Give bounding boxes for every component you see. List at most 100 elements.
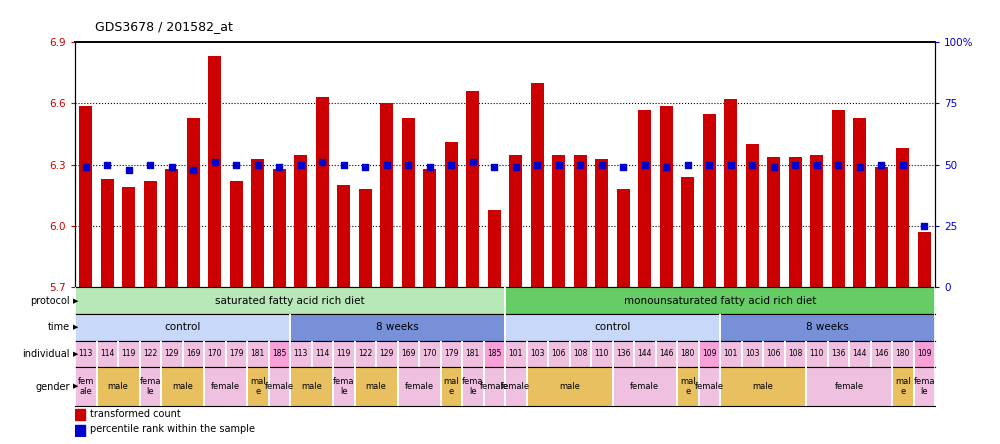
Bar	[122, 187, 135, 287]
Bar	[789, 157, 802, 287]
Bar	[509, 155, 522, 287]
Bar	[75, 314, 290, 341]
Point	[164, 164, 180, 171]
Bar	[140, 367, 161, 406]
Text: 114: 114	[100, 349, 114, 358]
Bar	[505, 367, 526, 406]
Bar	[140, 341, 161, 367]
Text: 170: 170	[208, 349, 222, 358]
Text: female: female	[480, 382, 509, 391]
Bar	[118, 341, 140, 367]
Text: fem
ale: fem ale	[78, 377, 94, 396]
Point	[680, 161, 696, 168]
Bar	[853, 118, 866, 287]
Point	[658, 164, 674, 171]
Text: female: female	[501, 382, 530, 391]
Bar	[612, 341, 634, 367]
Text: male: male	[172, 382, 193, 391]
Bar	[660, 106, 673, 287]
Bar	[806, 341, 828, 367]
Bar	[247, 341, 268, 367]
Bar	[505, 341, 526, 367]
Bar	[505, 314, 720, 341]
Text: male: male	[108, 382, 128, 391]
Bar	[918, 232, 931, 287]
Text: ▶: ▶	[73, 324, 78, 330]
Bar	[548, 341, 570, 367]
Text: 179: 179	[444, 349, 458, 358]
Text: male: male	[366, 382, 386, 391]
Text: 122: 122	[143, 349, 157, 358]
Bar	[182, 341, 204, 367]
Bar	[784, 341, 806, 367]
Bar	[247, 367, 268, 406]
Bar	[703, 114, 716, 287]
Bar	[268, 367, 290, 406]
Bar	[832, 110, 845, 287]
Text: 103: 103	[530, 349, 544, 358]
Bar	[333, 341, 354, 367]
Bar	[337, 185, 350, 287]
Point	[99, 161, 115, 168]
Point	[357, 164, 373, 171]
Bar	[484, 341, 505, 367]
Text: female: female	[404, 382, 434, 391]
Point	[185, 166, 201, 173]
Point	[529, 161, 545, 168]
Bar	[226, 341, 247, 367]
Bar	[462, 341, 484, 367]
Text: fema
le: fema le	[914, 377, 935, 396]
Text: 185: 185	[487, 349, 501, 358]
Text: control: control	[594, 322, 631, 333]
Text: 146: 146	[874, 349, 889, 358]
Bar	[268, 341, 290, 367]
Text: 106: 106	[552, 349, 566, 358]
Point	[336, 161, 352, 168]
Text: 108: 108	[573, 349, 587, 358]
Text: 113: 113	[294, 349, 308, 358]
Text: 109: 109	[702, 349, 716, 358]
Bar	[806, 367, 892, 406]
Point	[465, 159, 481, 166]
Bar	[398, 341, 419, 367]
Bar	[720, 367, 806, 406]
Text: 180: 180	[681, 349, 695, 358]
Point	[551, 161, 567, 168]
Text: 114: 114	[315, 349, 329, 358]
Text: control: control	[164, 322, 201, 333]
Point	[228, 161, 244, 168]
Point	[379, 161, 395, 168]
Bar	[204, 367, 247, 406]
Bar	[79, 106, 92, 287]
Bar	[423, 169, 436, 287]
Bar	[312, 341, 333, 367]
Bar	[354, 341, 376, 367]
Point	[873, 161, 889, 168]
Point	[916, 222, 932, 230]
Text: GDS3678 / 201582_at: GDS3678 / 201582_at	[95, 20, 233, 33]
Point	[723, 161, 739, 168]
Text: mal
e: mal e	[680, 377, 696, 396]
Bar	[531, 83, 544, 287]
Text: 106: 106	[767, 349, 781, 358]
Text: female: female	[630, 382, 659, 391]
Bar	[763, 341, 784, 367]
Bar	[75, 367, 96, 406]
Text: ▶: ▶	[73, 298, 78, 304]
Bar	[656, 341, 677, 367]
Text: 8 weeks: 8 weeks	[376, 322, 419, 333]
Bar	[466, 91, 479, 287]
Bar	[698, 341, 720, 367]
Bar	[440, 367, 462, 406]
Bar	[591, 341, 612, 367]
Bar	[75, 425, 85, 436]
Text: 108: 108	[788, 349, 802, 358]
Point	[830, 161, 846, 168]
Point	[594, 161, 610, 168]
Point	[572, 161, 588, 168]
Bar	[746, 144, 759, 287]
Point	[809, 161, 825, 168]
Text: female: female	[265, 382, 294, 391]
Bar	[462, 367, 484, 406]
Bar	[402, 118, 415, 287]
